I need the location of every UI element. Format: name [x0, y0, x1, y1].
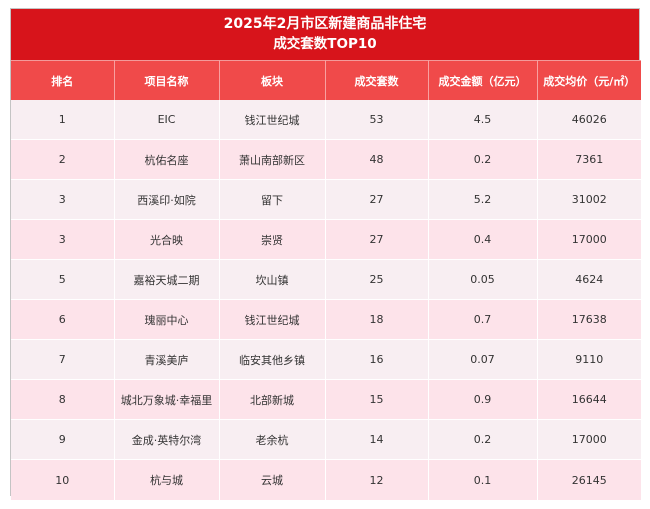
project-name-cell: 光合映	[114, 219, 220, 260]
district-cell: 钱江世纪城	[219, 299, 326, 340]
units-sold-cell: 18	[325, 299, 429, 340]
project-name-cell: 西溪印·如院	[114, 179, 220, 220]
district-cell: 云城	[219, 459, 326, 500]
header-district: 板块	[219, 60, 326, 100]
units-sold-cell: 27	[325, 179, 429, 220]
avg-price-cell: 16644	[537, 379, 641, 420]
district-cell: 坎山镇	[219, 259, 326, 300]
header-rank: 排名	[11, 60, 115, 100]
avg-price-cell: 17638	[537, 299, 641, 340]
table-row: 2 杭佑名座 萧山南部新区 48 0.2 7361	[11, 139, 641, 180]
rank-cell: 1	[11, 100, 115, 140]
table-title: 2025年2月市区新建商品非住宅 成交套数TOP10	[11, 9, 639, 60]
project-name-cell: 城北万象城·幸福里	[114, 379, 220, 420]
header-row: 排名 项目名称 板块 成交套数 成交金额（亿元） 成交均价（元/㎡）	[11, 60, 641, 100]
amount-cell: 0.1	[428, 459, 538, 500]
district-cell: 萧山南部新区	[219, 139, 326, 180]
avg-price-cell: 9110	[537, 339, 641, 380]
ranking-table: 排名 项目名称 板块 成交套数 成交金额（亿元） 成交均价（元/㎡） 1 EIC 钱…	[11, 60, 641, 500]
avg-price-cell: 46026	[537, 100, 641, 140]
amount-cell: 0.2	[428, 139, 538, 180]
table-row: 3 光合映 崇贤 27 0.4 17000	[11, 219, 641, 260]
table-body: 1 EIC 钱江世纪城 53 4.5 46026 2 杭佑名座 萧山南部新区 48 0.2 7361 3…	[11, 100, 641, 500]
district-cell: 崇贤	[219, 219, 326, 260]
rank-cell: 5	[11, 259, 115, 300]
ranking-table-card: 2025年2月市区新建商品非住宅 成交套数TOP10 排名 项目名称 板块 成交…	[10, 8, 641, 500]
project-name-cell: 金成·英特尔湾	[114, 419, 220, 460]
rank-cell: 3	[11, 179, 115, 220]
project-name-cell: 瑰丽中心	[114, 299, 220, 340]
header-project-name: 项目名称	[114, 60, 220, 100]
rank-cell: 9	[11, 419, 115, 460]
rank-cell: 6	[11, 299, 115, 340]
units-sold-cell: 12	[325, 459, 429, 500]
rank-cell: 10	[11, 459, 115, 500]
table-row: 9 金成·英特尔湾 老余杭 14 0.2 17000	[11, 419, 641, 460]
table-row: 10 杭与城 云城 12 0.1 26145	[11, 459, 641, 500]
avg-price-cell: 17000	[537, 219, 641, 260]
district-cell: 北部新城	[219, 379, 326, 420]
units-sold-cell: 53	[325, 100, 429, 140]
header-amount: 成交金额（亿元）	[428, 60, 538, 100]
units-sold-cell: 48	[325, 139, 429, 180]
district-cell: 钱江世纪城	[219, 100, 326, 140]
table-row: 7 青溪美庐 临安其他乡镇 16 0.07 9110	[11, 339, 641, 380]
rank-cell: 7	[11, 339, 115, 380]
project-name-cell: EIC	[114, 100, 220, 140]
project-name-cell: 杭佑名座	[114, 139, 220, 180]
units-sold-cell: 14	[325, 419, 429, 460]
amount-cell: 0.05	[428, 259, 538, 300]
header-avg-price: 成交均价（元/㎡）	[537, 60, 641, 100]
amount-cell: 0.9	[428, 379, 538, 420]
units-sold-cell: 25	[325, 259, 429, 300]
amount-cell: 0.4	[428, 219, 538, 260]
units-sold-cell: 15	[325, 379, 429, 420]
title-line-2: 成交套数TOP10	[273, 36, 377, 52]
project-name-cell: 青溪美庐	[114, 339, 220, 380]
table-row: 6 瑰丽中心 钱江世纪城 18 0.7 17638	[11, 299, 641, 340]
amount-cell: 5.2	[428, 179, 538, 220]
project-name-cell: 杭与城	[114, 459, 220, 500]
avg-price-cell: 17000	[537, 419, 641, 460]
header-units-sold: 成交套数	[325, 60, 429, 100]
district-cell: 临安其他乡镇	[219, 339, 326, 380]
amount-cell: 0.7	[428, 299, 538, 340]
title-line-1: 2025年2月市区新建商品非住宅	[223, 16, 427, 32]
amount-cell: 0.07	[428, 339, 538, 380]
table-row: 8 城北万象城·幸福里 北部新城 15 0.9 16644	[11, 379, 641, 420]
avg-price-cell: 4624	[537, 259, 641, 300]
table-row: 5 嘉裕天城二期 坎山镇 25 0.05 4624	[11, 259, 641, 300]
district-cell: 留下	[219, 179, 326, 220]
units-sold-cell: 27	[325, 219, 429, 260]
units-sold-cell: 16	[325, 339, 429, 380]
district-cell: 老余杭	[219, 419, 326, 460]
table-row: 1 EIC 钱江世纪城 53 4.5 46026	[11, 100, 641, 140]
table-row: 3 西溪印·如院 留下 27 5.2 31002	[11, 179, 641, 220]
rank-cell: 3	[11, 219, 115, 260]
amount-cell: 0.2	[428, 419, 538, 460]
rank-cell: 2	[11, 139, 115, 180]
avg-price-cell: 26145	[537, 459, 641, 500]
rank-cell: 8	[11, 379, 115, 420]
project-name-cell: 嘉裕天城二期	[114, 259, 220, 300]
avg-price-cell: 31002	[537, 179, 641, 220]
amount-cell: 4.5	[428, 100, 538, 140]
avg-price-cell: 7361	[537, 139, 641, 180]
